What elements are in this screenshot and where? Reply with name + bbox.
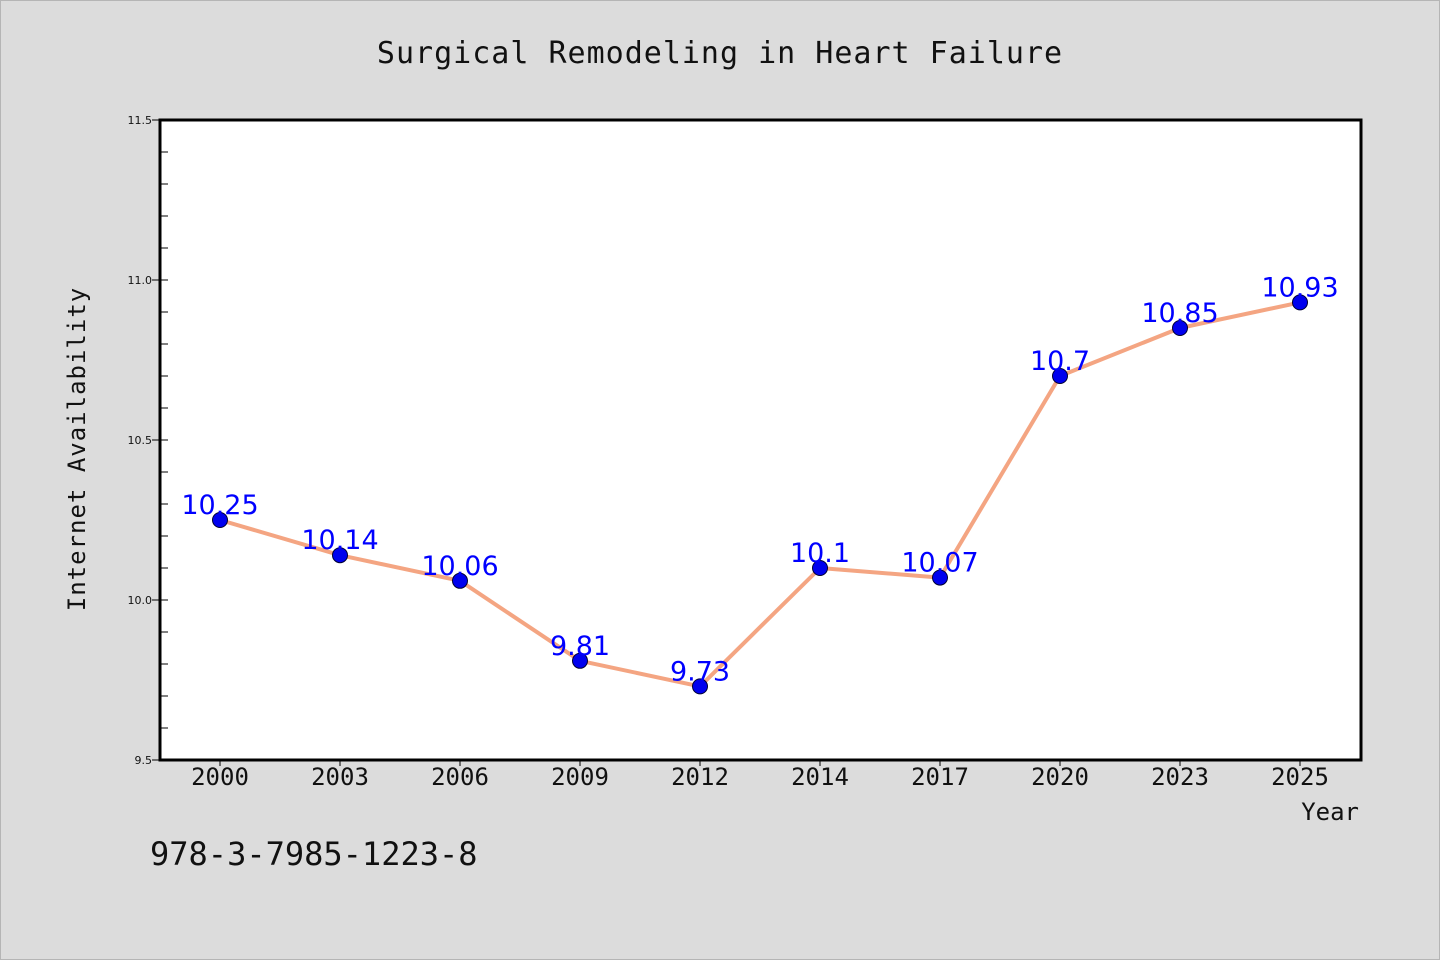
data-point <box>572 652 588 669</box>
x-tick-label: 2017 <box>911 763 969 791</box>
data-label: 10.7 <box>1030 346 1090 377</box>
y-axis-ticks: 9.5 10.0 10.5 11.0 11.5 <box>128 114 160 767</box>
data-labels: 10.25 10.14 10.06 9.81 9.73 10.1 10.07 10.7 10.8… <box>181 272 1338 687</box>
plot-area <box>158 118 1363 762</box>
series-line <box>219 300 1301 689</box>
x-tick-label: 2014 <box>791 763 849 791</box>
x-tick-label: 2003 <box>311 763 369 791</box>
data-label: 10.06 <box>421 551 498 582</box>
data-label: 9.81 <box>550 631 610 662</box>
x-tick-label: 2020 <box>1031 763 1089 791</box>
data-point <box>1052 368 1068 384</box>
x-tick-label: 2025 <box>1271 763 1329 791</box>
x-tick-label: 2009 <box>551 763 609 791</box>
data-label: 10.14 <box>301 525 378 556</box>
y-tick-label: 11.0 <box>128 274 153 287</box>
x-tick-label: 2000 <box>191 763 249 791</box>
data-label: 9.73 <box>670 656 730 687</box>
data-point <box>452 572 468 589</box>
x-tick-label: 2012 <box>671 763 729 791</box>
x-tick-label: 2023 <box>1151 763 1209 791</box>
data-point <box>1292 294 1308 311</box>
x-axis-label: Year <box>1301 798 1359 826</box>
y-tick-label: 9.5 <box>135 754 153 767</box>
data-label: 10.25 <box>181 490 258 521</box>
data-label: 10.93 <box>1261 272 1338 303</box>
data-point <box>1172 320 1188 336</box>
y-tick-label: 10.0 <box>128 594 153 607</box>
y-axis-label: Internet Availability <box>63 287 91 611</box>
chart-title: Surgical Remodeling in Heart Failure <box>377 36 1063 71</box>
x-tick-label: 2006 <box>431 763 489 791</box>
data-point <box>332 547 348 564</box>
data-point <box>692 678 708 695</box>
data-label: 10.1 <box>790 538 850 569</box>
data-point <box>212 512 228 528</box>
data-point <box>812 560 828 576</box>
data-markers <box>212 294 1308 695</box>
y-minor-ticks <box>160 119 168 761</box>
y-tick-label: 10.5 <box>128 434 153 447</box>
x-axis-ticks: 2000 2003 2006 2009 2012 2014 2017 2020 2023 2025 <box>191 760 1329 791</box>
y-tick-label: 11.5 <box>128 114 153 127</box>
data-label: 10.85 <box>1141 298 1218 329</box>
data-point <box>932 569 948 586</box>
isbn-text: 978-3-7985-1223-8 <box>150 835 478 873</box>
data-label: 10.07 <box>901 548 978 579</box>
